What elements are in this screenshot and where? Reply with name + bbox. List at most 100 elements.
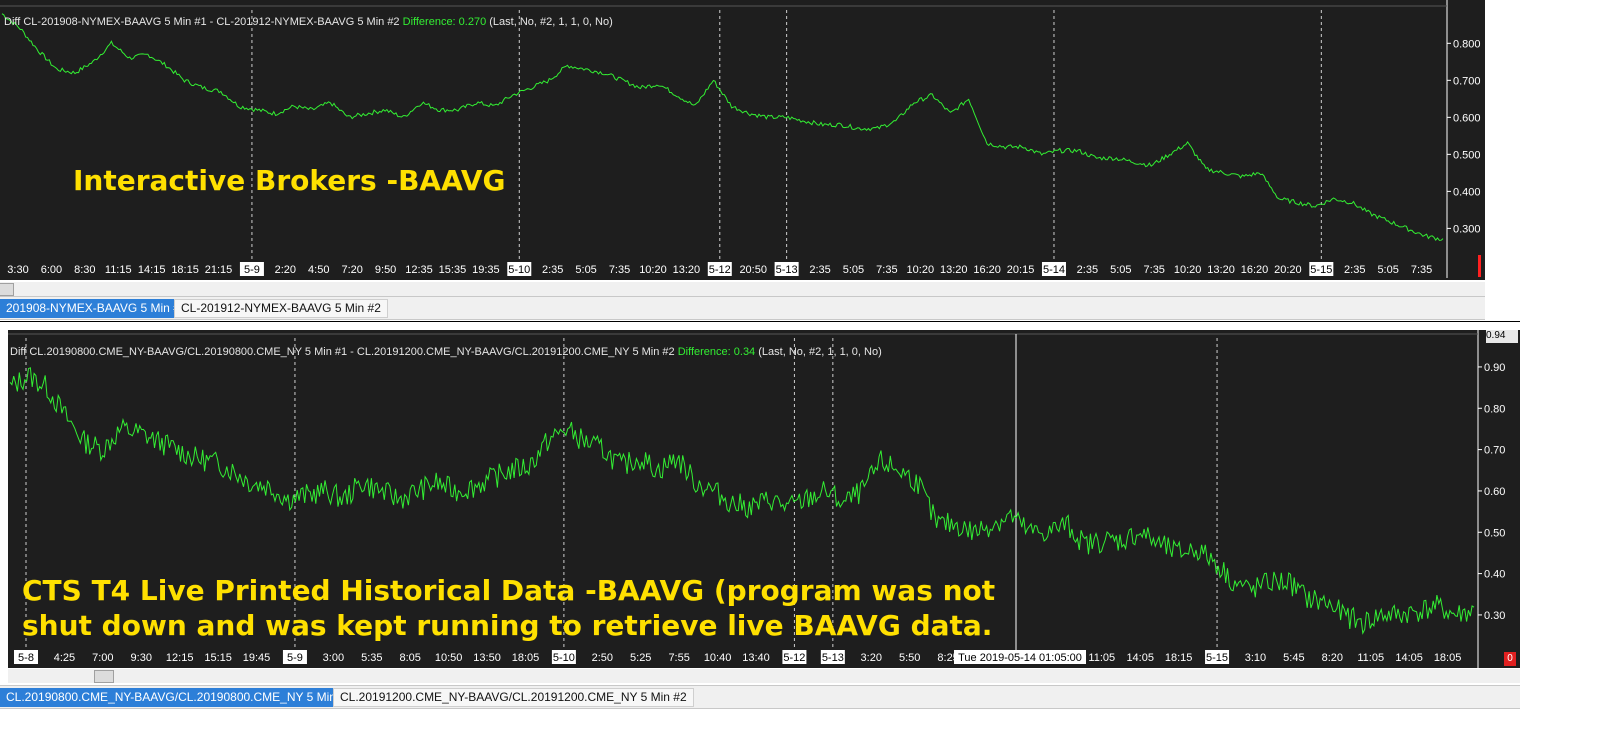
x-tick-label: 16:20 <box>1241 264 1269 276</box>
x-tick-label: 2:20 <box>275 264 296 276</box>
x-tick-label: 4:25 <box>54 652 75 664</box>
x-tick-label: 13:40 <box>742 652 770 664</box>
x-tick-label: 5:50 <box>899 652 920 664</box>
scrollbar-thumb[interactable] <box>94 670 114 683</box>
x-tick-label: 18:05 <box>512 652 540 664</box>
chart-header: Diff CL-201908-NYMEX-BAAVG 5 Min #1 - CL… <box>4 16 613 28</box>
price-marker <box>1478 255 1481 277</box>
day-marker-box <box>1205 650 1230 664</box>
x-tick-label: 3:00 <box>323 652 344 664</box>
horizontal-scrollbar[interactable] <box>8 669 1520 683</box>
day-marker-box <box>820 650 845 664</box>
x-tick-label: 5-15 <box>1206 652 1228 664</box>
x-tick-label: 19:45 <box>243 652 271 664</box>
y-tick-label: 0.500 <box>1453 149 1481 161</box>
day-marker-box <box>551 650 576 664</box>
overlay-line: CTS T4 Live Printed Historical Data -BAA… <box>22 574 996 607</box>
x-tick-label: 11:05 <box>1357 652 1384 664</box>
x-tick-label: 5-13 <box>822 652 844 664</box>
x-tick-label: 5:05 <box>1377 264 1398 276</box>
x-tick-label: 10:20 <box>907 264 935 276</box>
x-tick-label: 3:10 <box>1245 652 1266 664</box>
scrollbar-thumb[interactable] <box>0 283 14 296</box>
chart-tab-bar: CL.20190800.CME_NY-BAAVG/CL.20190800.CME… <box>0 685 1520 709</box>
x-tick-label: 20:15 <box>1007 264 1035 276</box>
overlay-line: Interactive Brokers -BAAVG <box>73 164 506 197</box>
x-tick-label: 12:15 <box>166 652 194 664</box>
tab-label: CL.20191200.CME_NY-BAAVG/CL.20191200.CME… <box>340 690 687 704</box>
horizontal-scrollbar[interactable] <box>0 282 1485 296</box>
x-tick-label: 5-8 <box>18 652 34 664</box>
x-tick-label: 10:50 <box>435 652 463 664</box>
y-tick-label: 0.30 <box>1484 610 1505 622</box>
x-tick-label: 5-9 <box>287 652 303 664</box>
x-tick-label: 7:20 <box>341 264 362 276</box>
y-tick-label: 0.70 <box>1484 445 1505 457</box>
x-tick-label: 9:50 <box>375 264 396 276</box>
x-tick-label: 7:35 <box>1144 264 1165 276</box>
x-tick-label: 12:35 <box>405 264 433 276</box>
x-tick-label: 5-12 <box>709 264 731 276</box>
x-tick-label: 2:35 <box>809 264 830 276</box>
tab-series-2[interactable]: CL.20191200.CME_NY-BAAVG/CL.20191200.CME… <box>333 688 694 707</box>
chart-params: (Last, No, #2, 1, 1, 0, No) <box>758 346 882 358</box>
x-tick-label: 8:20 <box>1322 652 1343 664</box>
x-tick-label: 2:50 <box>592 652 613 664</box>
x-tick-label: 21:15 <box>205 264 233 276</box>
series-description: Diff CL.20190800.CME_NY-BAAVG/CL.2019080… <box>10 346 675 358</box>
chart-panel-cts-t4[interactable]: 0.30 0.40 0.50 0.60 0.70 0.80 0.90 5-8 4:25 7:00 9… <box>8 330 1520 668</box>
x-tick-label: 13:20 <box>673 264 701 276</box>
x-tick-label: 5:05 <box>575 264 596 276</box>
day-marker-box <box>774 262 799 276</box>
day-marker-box <box>282 650 307 664</box>
y-tick-label: 0.700 <box>1453 75 1481 87</box>
y-tick-label: 0.90 <box>1484 362 1505 374</box>
crosshair-time-label: Tue 2019-05-14 01:05:00 <box>958 652 1082 664</box>
x-tick-label: 19:35 <box>472 264 500 276</box>
x-tick-label: 15:15 <box>204 652 232 664</box>
x-tick-label: 11:15 <box>105 264 132 276</box>
x-tick-label: 14:15 <box>138 264 166 276</box>
x-tick-label: 5:25 <box>630 652 651 664</box>
x-tick-label: 10:40 <box>704 652 732 664</box>
y-tick-label: 0.50 <box>1484 527 1505 539</box>
x-tick-label: 8:30 <box>74 264 95 276</box>
x-tick-label: 7:35 <box>609 264 630 276</box>
tab-series-1[interactable]: CL.20190800.CME_NY-BAAVG/CL.20190800.CME… <box>0 688 360 707</box>
crosshair-time-box <box>954 650 1086 664</box>
difference-value: Difference: 0.270 <box>402 16 487 28</box>
y-tick-label: 0.300 <box>1453 223 1481 235</box>
x-tick-label: 13:20 <box>940 264 968 276</box>
y-tick-label: 0.600 <box>1453 112 1481 124</box>
x-tick-label: 5-14 <box>1043 264 1065 276</box>
panel-divider <box>0 321 1520 322</box>
day-marker-box <box>239 262 264 276</box>
y-tick-label: 0.60 <box>1484 486 1505 498</box>
x-tick-label: 8:05 <box>399 652 420 664</box>
overlay-annotation: CTS T4 Live Printed Historical Data -BAA… <box>22 573 995 643</box>
x-tick-label: 5:35 <box>361 652 382 664</box>
chart-plot-area[interactable]: 0.300 0.400 0.500 0.600 0.700 0.800 3:30 6:00 8:… <box>0 0 1485 280</box>
day-marker-box <box>1309 262 1334 276</box>
tab-series-1[interactable]: 201908-NYMEX-BAAVG 5 Min #1 <box>0 299 194 318</box>
x-tick-label: 20:50 <box>739 264 767 276</box>
x-tick-label: 2:35 <box>1344 264 1365 276</box>
y-tick-label: 0.800 <box>1453 38 1481 50</box>
chart-panel-interactive-brokers[interactable]: 0.300 0.400 0.500 0.600 0.700 0.800 3:30 6:00 8:… <box>0 0 1485 280</box>
tab-series-2[interactable]: CL-201912-NYMEX-BAAVG 5 Min #2 <box>174 299 388 318</box>
y-tick-label: 0.40 <box>1484 569 1505 581</box>
chart-tab-bar: 201908-NYMEX-BAAVG 5 Min #1 CL-201912-NY… <box>0 296 1485 320</box>
x-tick-label: 4:50 <box>308 264 329 276</box>
x-tick-label: 6:00 <box>41 264 62 276</box>
day-marker-box <box>507 262 532 276</box>
series-line <box>1 13 1444 241</box>
y-tick-label: 0.80 <box>1484 403 1505 415</box>
x-tick-label: 9:30 <box>131 652 152 664</box>
y-tick-label: 0.400 <box>1453 186 1481 198</box>
series-line <box>9 367 1475 635</box>
chart-plot-area[interactable]: 0.30 0.40 0.50 0.60 0.70 0.80 0.90 5-8 4:25 7:00 9… <box>8 330 1520 668</box>
x-tick-label: 15:35 <box>439 264 467 276</box>
x-tick-label: 5-9 <box>244 264 260 276</box>
day-marker-box <box>782 650 807 664</box>
day-marker-box <box>14 650 38 664</box>
